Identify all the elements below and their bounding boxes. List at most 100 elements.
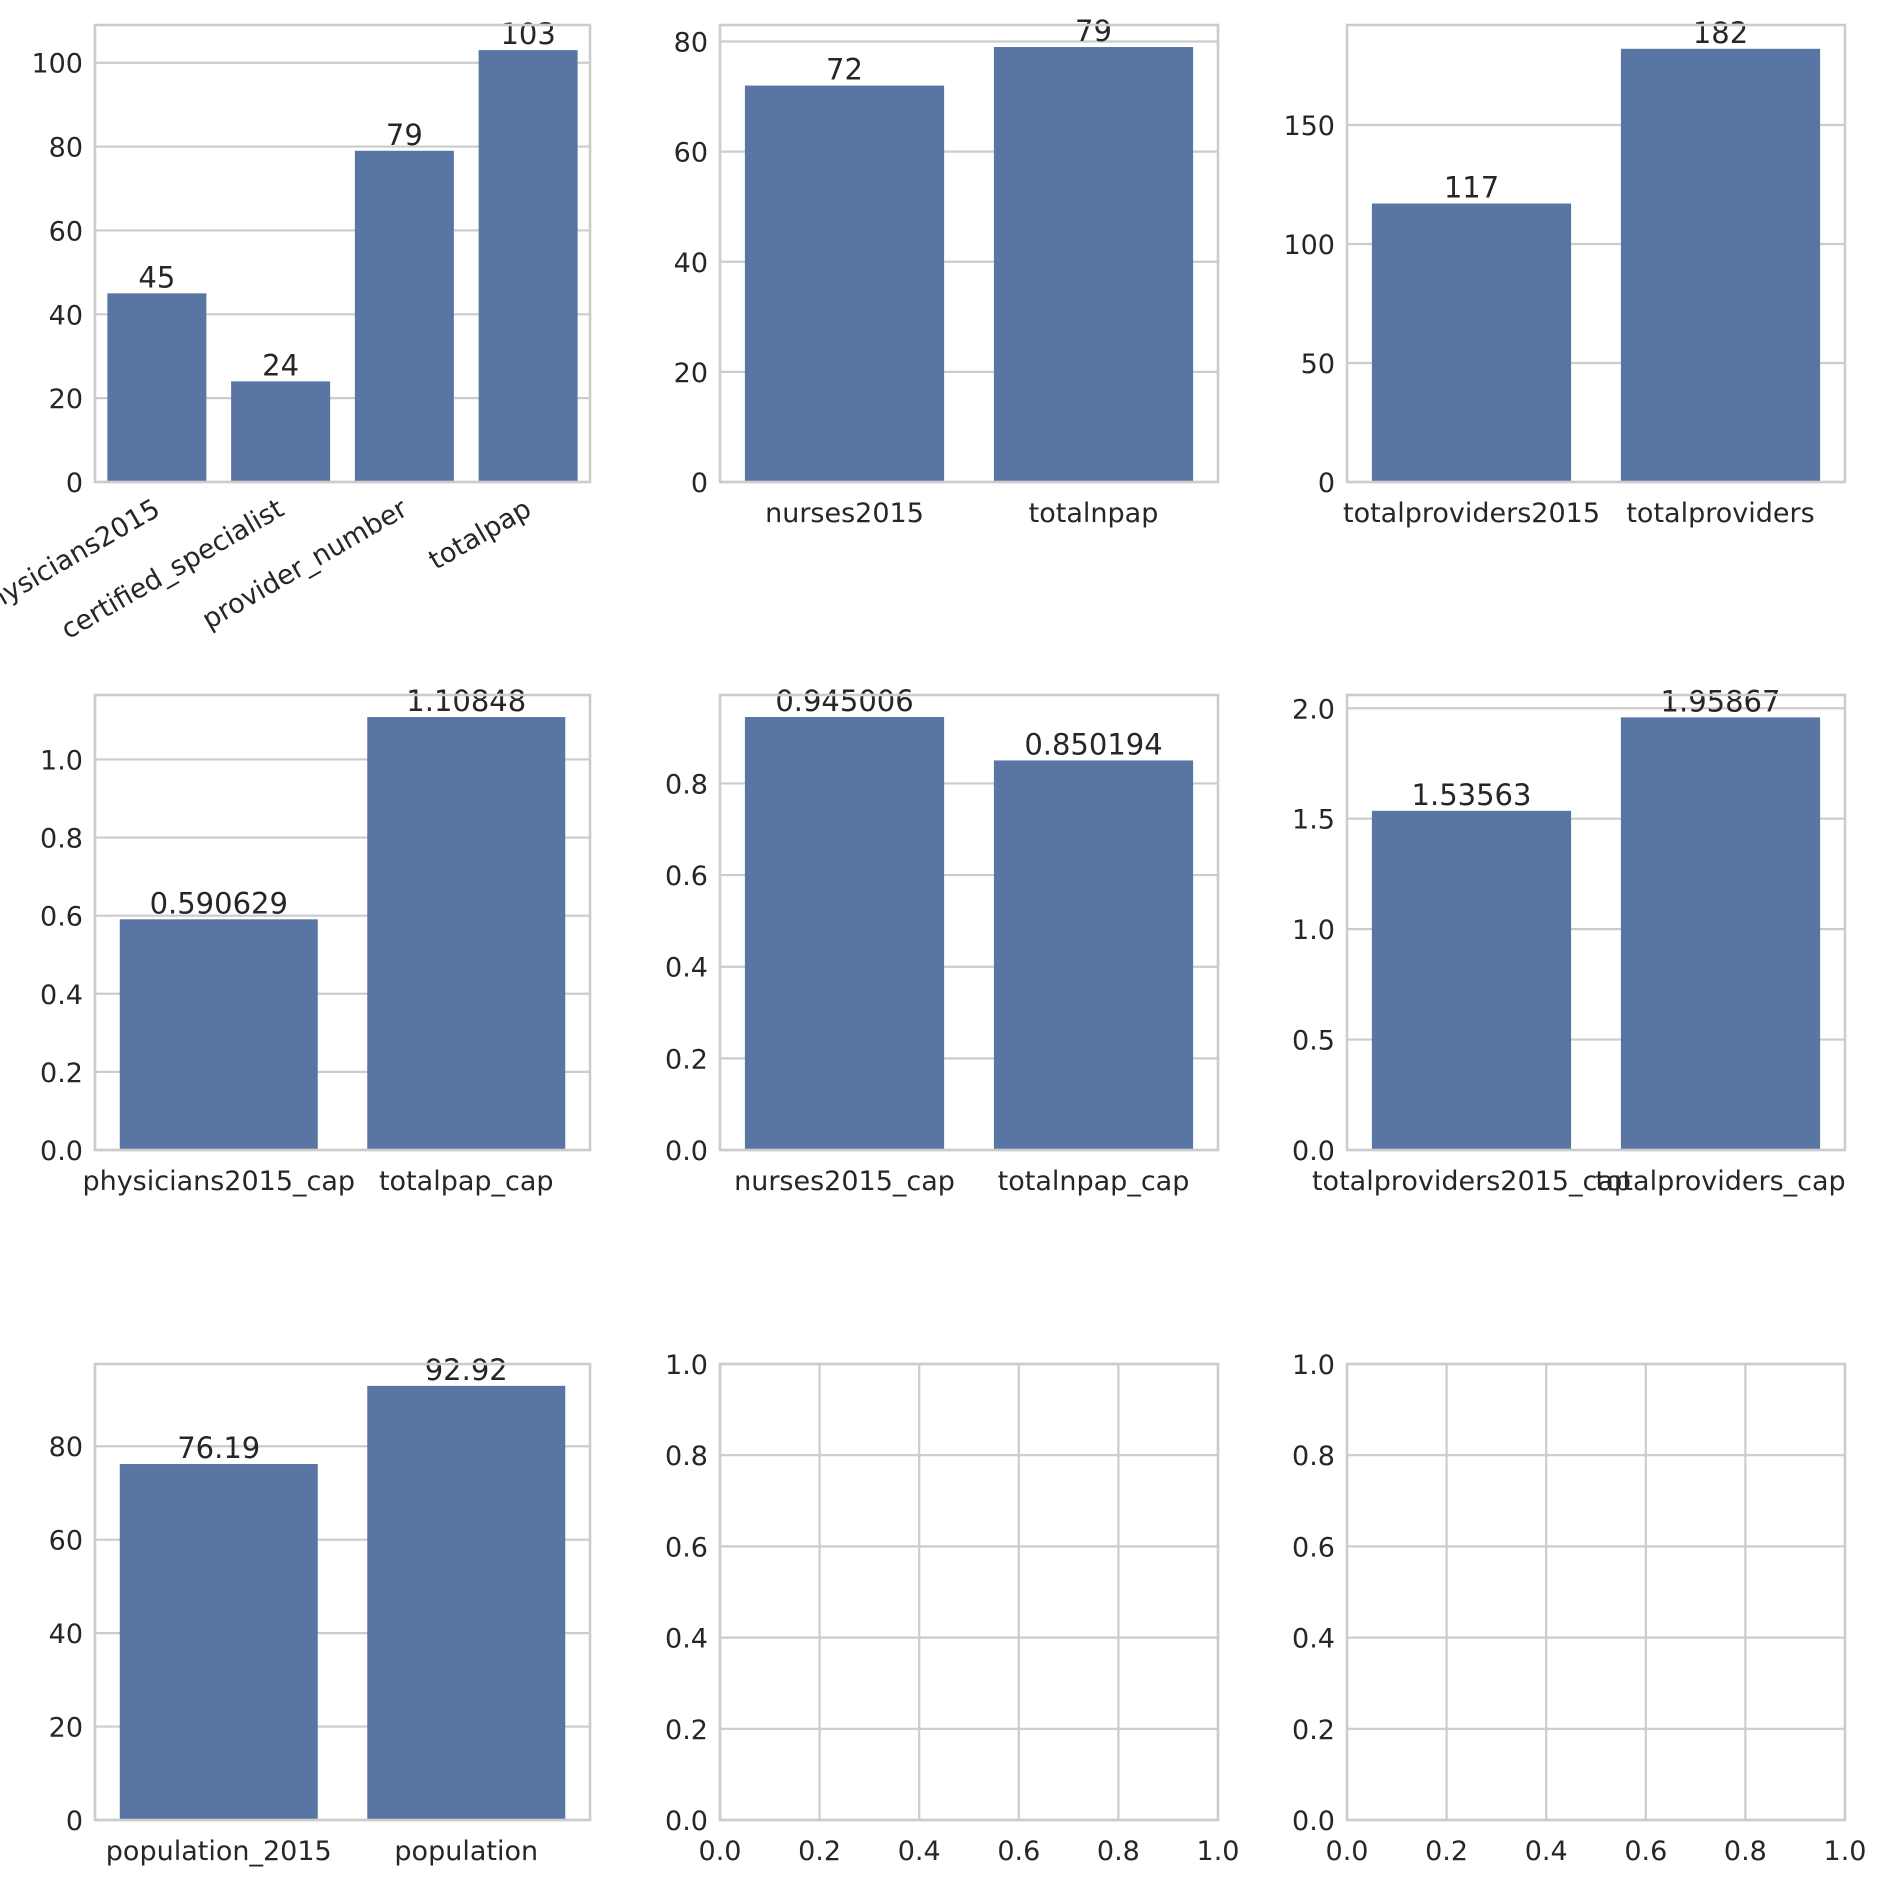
y-tick-label: 60 [49,216,83,247]
axes-frame [1345,1362,1847,1822]
subplot-9: 0.0 0.2 0.4 0.6 0.8 1.0 0.0 0.2 0.4 0.6 0.8 1.0 [1292,1350,1866,1867]
y-tick-label: 0.8 [665,769,708,800]
y-tick-label: 2.0 [1292,694,1335,725]
y-tick-label: 0.2 [1292,1715,1335,1746]
subplot-7: 0 20 40 60 80 76.19 population_2015 92.92 popula… [49,1353,592,1867]
data-label: 117 [1444,171,1499,205]
bar-physicians2015 [107,293,207,482]
y-tick-label: 0.2 [665,1715,708,1746]
y-tick-label: 0.6 [665,1532,708,1563]
axes-frame [93,23,592,484]
x-tick-label: totalproviders2015 [1343,498,1600,529]
x-tick-label: nurses2015 [765,498,924,529]
bar-totalproviders2015 [1371,203,1572,482]
x-tick-label: 0.0 [1326,1836,1369,1867]
y-tick-label: 0.4 [665,953,708,984]
y-tick-label: 20 [674,358,708,389]
y-tick-label: 60 [674,138,708,169]
bar-totalpap [478,50,578,482]
y-tick-label: 0 [691,468,708,499]
data-label: 45 [138,260,175,294]
bar-totalproviders_cap [1620,717,1821,1150]
y-tick-label: 1.0 [1292,1350,1335,1381]
subplot-2: 0 20 40 60 80 72 nurses2015 79 totalnpap [674,14,1220,529]
x-tick-label: 0.6 [997,1836,1040,1867]
x-tick-label: 0.8 [1724,1836,1767,1867]
y-tick-label: 0 [66,1806,83,1837]
subplot-4: 0.0 0.2 0.4 0.6 0.8 1.0 0.590629 physicians2015… [40,684,592,1197]
data-label: 79 [386,118,423,152]
x-tick-label: 0.4 [898,1836,941,1867]
x-tick-label: totalnpap_cap [998,1166,1190,1197]
y-tick-label: 0 [1318,468,1335,499]
y-tick-label: 0 [66,468,83,499]
bar-population [367,1385,566,1820]
data-label: 24 [262,348,299,382]
subplot-3: 0 50 100 150 117 totalproviders2015 182 totalpr… [1283,16,1847,529]
x-tick-label: 1.0 [1197,1836,1240,1867]
y-tick-label: 1.5 [1292,805,1335,836]
x-tick-label: totalproviders [1626,498,1814,529]
axes-frame [1345,693,1847,1152]
y-tick-label: 0.6 [1292,1532,1335,1563]
y-tick-label: 100 [1283,230,1335,261]
y-tick-label: 0.6 [40,902,83,933]
bar-provider_number [354,150,454,482]
subplot-1: 02040608010045physicians201524certified_… [0,17,592,646]
y-tick-label: 0.4 [1292,1624,1335,1655]
y-tick-label: 0.0 [665,1136,708,1167]
x-tick-label: totalnpap [1029,498,1159,529]
subplot-5: 0.0 0.2 0.4 0.6 0.8 0.945006 nurses2015_cap 0.8… [665,684,1220,1197]
y-tick-label: 80 [674,28,708,59]
y-tick-label: 20 [49,384,83,415]
data-label: 103 [500,17,555,51]
y-tick-label: 0.0 [1292,1136,1335,1167]
x-tick-label: totalproviders_cap [1595,1166,1845,1197]
data-label: 0.850194 [1024,727,1162,761]
data-label: 0.945006 [775,684,913,718]
y-tick-label: 1.0 [1292,915,1335,946]
data-label: 92.92 [425,1353,508,1387]
bar-nurses2015 [744,85,945,483]
subplot-8: 0.0 0.2 0.4 0.6 0.8 1.0 0.0 0.2 0.4 0.6 0.8 1.0 [665,1350,1239,1867]
bar-certified_specialist [231,381,331,482]
y-tick-label: 40 [49,300,83,331]
bar-totalnpap_cap [993,760,1194,1150]
data-label: 182 [1693,16,1748,50]
axes-frame [718,23,1220,484]
x-tick-label: 0.0 [699,1836,742,1867]
axes-frame [93,1362,592,1822]
x-tick-label: physicians2015_cap [82,1166,355,1197]
y-tick-label: 0.0 [40,1136,83,1167]
axes-frame [93,693,592,1152]
data-label: 0.590629 [150,886,288,920]
y-tick-label: 0.6 [665,861,708,892]
axes-frame [1345,23,1847,484]
subplot-6: 0.0 0.5 1.0 1.5 2.0 1.53563 totalproviders2015… [1292,684,1847,1197]
axes-frame [718,1362,1220,1822]
bar-population_2015 [119,1464,318,1820]
data-label: 76.19 [177,1431,260,1465]
x-tick-label: 0.2 [1425,1836,1468,1867]
y-tick-label: 0.5 [1292,1026,1335,1057]
data-label: 72 [826,53,863,87]
y-tick-label: 0.2 [665,1044,708,1075]
bar-nurses2015_cap [744,716,945,1150]
x-tick-label: population [394,1836,538,1867]
data-label: 1.95867 [1661,684,1781,718]
bar-totalproviders2015_cap [1371,810,1572,1150]
y-tick-label: 150 [1283,111,1335,142]
y-tick-label: 1.0 [665,1350,708,1381]
y-tick-label: 0.8 [665,1441,708,1472]
y-tick-label: 1.0 [40,745,83,776]
y-tick-label: 50 [1301,349,1335,380]
y-tick-label: 60 [49,1526,83,1557]
x-tick-label: nurses2015_cap [734,1166,955,1197]
bar-totalnpap [993,47,1194,482]
x-tick-label: 0.8 [1097,1836,1140,1867]
y-tick-label: 0.4 [40,980,83,1011]
data-label: 1.10848 [406,684,526,718]
x-tick-label: 1.0 [1824,1836,1867,1867]
x-tick-label: 0.2 [798,1836,841,1867]
